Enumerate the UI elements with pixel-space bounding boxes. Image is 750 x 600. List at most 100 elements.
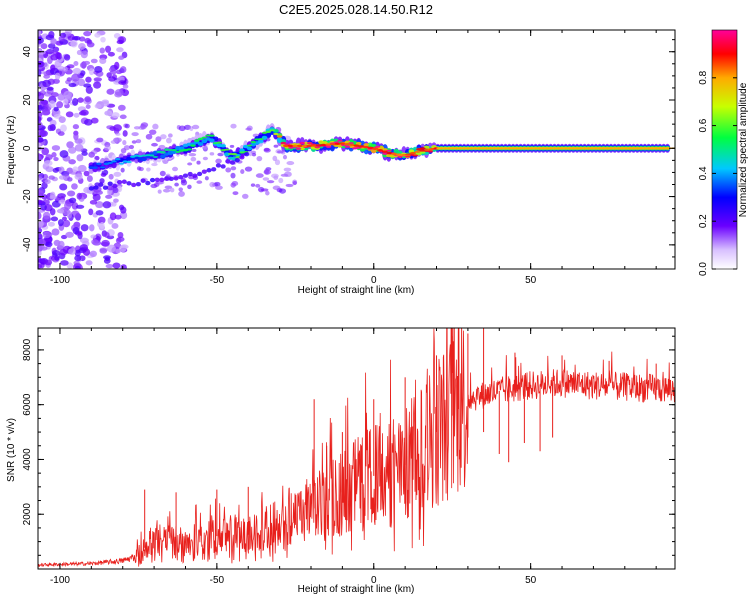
noise-blob [92, 193, 101, 201]
noise-blob [128, 144, 135, 150]
snr-y-label: SNR (10 * v/v) [6, 418, 17, 482]
ridge-cell [186, 148, 193, 151]
noise-blob [94, 155, 100, 161]
noise-blob [48, 100, 56, 109]
y-tick-label: 40 [22, 46, 33, 58]
branch-cell [201, 169, 207, 174]
branch-cell [178, 175, 184, 180]
noise-blob [56, 101, 64, 109]
noise-blob [49, 123, 56, 131]
noise-blob [122, 139, 127, 146]
noise-blob [83, 83, 92, 88]
x-tick-label: 0 [371, 575, 377, 586]
noise-blob [278, 188, 287, 194]
noise-blob [45, 241, 53, 248]
colorbar-tick-label: 0.2 [698, 214, 709, 228]
ridge-cell [269, 129, 275, 132]
noise-blob [122, 130, 128, 137]
noise-blob [74, 255, 82, 262]
noise-blob [167, 133, 173, 138]
ridge-peak [428, 147, 435, 151]
noise-blob [71, 183, 78, 190]
noise-blob [90, 58, 98, 64]
noise-blob [209, 152, 215, 156]
noise-blob [74, 138, 83, 144]
noise-blob [118, 55, 125, 60]
noise-blob [88, 208, 94, 216]
branch-cell [126, 181, 132, 186]
ridge-cell [280, 141, 287, 145]
noise-blob [120, 264, 127, 269]
noise-blob [58, 175, 66, 180]
noise-blob [265, 190, 270, 196]
noise-blob [286, 161, 295, 166]
ridge-cell [288, 146, 294, 149]
noise-blob [95, 210, 104, 216]
noise-blob [58, 35, 65, 42]
noise-blob [117, 104, 126, 111]
noise-blob [146, 167, 151, 172]
noise-blob [73, 112, 80, 118]
spectrogram-content [38, 30, 675, 269]
noise-blob [114, 61, 120, 70]
noise-blob [191, 124, 200, 130]
noise-blob [38, 30, 42, 37]
noise-blob [38, 69, 42, 77]
noise-blob [54, 60, 62, 68]
ridge-peak [381, 150, 388, 153]
ridge-cell [201, 136, 208, 139]
ridge-cell [295, 147, 302, 150]
ridge-peak [320, 143, 327, 147]
branch-cell [116, 179, 123, 185]
snr-content [38, 328, 675, 568]
noise-blob [213, 181, 221, 187]
noise-blob [38, 189, 45, 196]
noise-blob [115, 132, 121, 136]
noise-blob [105, 194, 113, 199]
noise-blob [49, 208, 56, 216]
noise-blob [40, 203, 47, 211]
noise-blob [101, 101, 110, 107]
ridge-peak [339, 142, 346, 145]
noise-blob [80, 224, 89, 232]
noise-blob [97, 216, 106, 224]
ridge-cell [148, 154, 155, 157]
noise-blob [43, 74, 51, 79]
ridge-peak [348, 143, 355, 147]
noise-blob [50, 38, 57, 45]
noise-blob [38, 199, 44, 204]
ridge-cell [107, 161, 113, 164]
y-tick-label: -20 [22, 189, 33, 204]
branch-cell [98, 182, 104, 187]
noise-blob [292, 181, 297, 186]
noise-blob [38, 263, 42, 269]
ridge-peak [301, 144, 308, 148]
noise-blob [251, 152, 257, 157]
ridge-cell [419, 147, 426, 150]
branch-cell [182, 173, 189, 178]
noise-blob [260, 188, 269, 192]
ridge-cell [160, 154, 166, 159]
noise-blob [38, 104, 43, 112]
noise-blob [76, 97, 85, 103]
noise-blob [84, 118, 93, 126]
noise-blob [148, 129, 157, 135]
noise-blob [96, 137, 104, 143]
noise-blob [273, 144, 279, 148]
noise-blob [66, 210, 73, 219]
noise-blob [225, 167, 232, 173]
noise-blob [54, 255, 60, 261]
noise-blob [159, 170, 166, 177]
noise-blob [93, 77, 103, 82]
colorbar: 0.0 0.2 0.4 0.6 0.8 Normalized spectral ampl… [698, 29, 749, 276]
noise-blob [83, 30, 92, 37]
branch-cell [211, 167, 217, 172]
ridge-peak [282, 144, 289, 148]
noise-blob [50, 216, 59, 222]
noise-blob [131, 132, 139, 137]
noise-blob [71, 73, 80, 82]
ridge-cell [239, 148, 245, 153]
noise-blob [230, 123, 237, 129]
colorbar-tick-label: 0.8 [698, 70, 709, 84]
